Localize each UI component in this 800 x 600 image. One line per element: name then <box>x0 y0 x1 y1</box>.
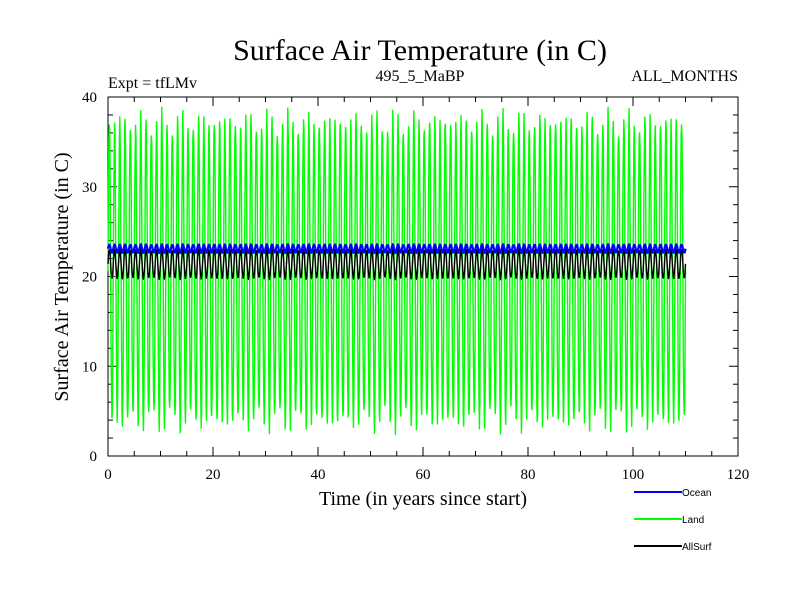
subtitle-right: ALL_MONTHS <box>631 68 738 85</box>
y-tick-label: 20 <box>82 270 97 286</box>
legend-label-ocean: Ocean <box>682 488 711 499</box>
legend: Ocean Land AllSurf <box>634 488 712 553</box>
y-tick-label: 30 <box>82 180 97 196</box>
x-tick-label: 0 <box>104 467 112 483</box>
series-allsurf <box>107 247 687 281</box>
x-tick-label: 120 <box>727 467 750 483</box>
x-axis-label: Time (in years since start) <box>319 488 527 510</box>
legend-label-land: Land <box>682 515 704 526</box>
chart-title: Surface Air Temperature (in C) <box>233 34 607 67</box>
x-tick-label: 40 <box>311 467 326 483</box>
x-tick-label: 60 <box>416 467 431 483</box>
y-tick-label: 10 <box>82 359 97 375</box>
x-tick-label: 20 <box>206 467 221 483</box>
series-ocean <box>106 243 687 255</box>
x-tick-label: 100 <box>622 467 645 483</box>
y-tick-label: 0 <box>90 449 98 465</box>
x-tick-label: 80 <box>521 467 536 483</box>
legend-label-allsurf: AllSurf <box>682 542 712 553</box>
subtitle-center: 495_5_MaBP <box>376 68 465 85</box>
y-tick-label: 40 <box>82 90 97 106</box>
series-land <box>107 106 687 436</box>
plot-area: 0 20 40 60 80 100 120 0 10 20 30 40 <box>82 90 749 483</box>
subtitle-left: Expt = tfLMv <box>108 75 197 92</box>
y-axis-label: Surface Air Temperature (in C) <box>51 152 73 401</box>
